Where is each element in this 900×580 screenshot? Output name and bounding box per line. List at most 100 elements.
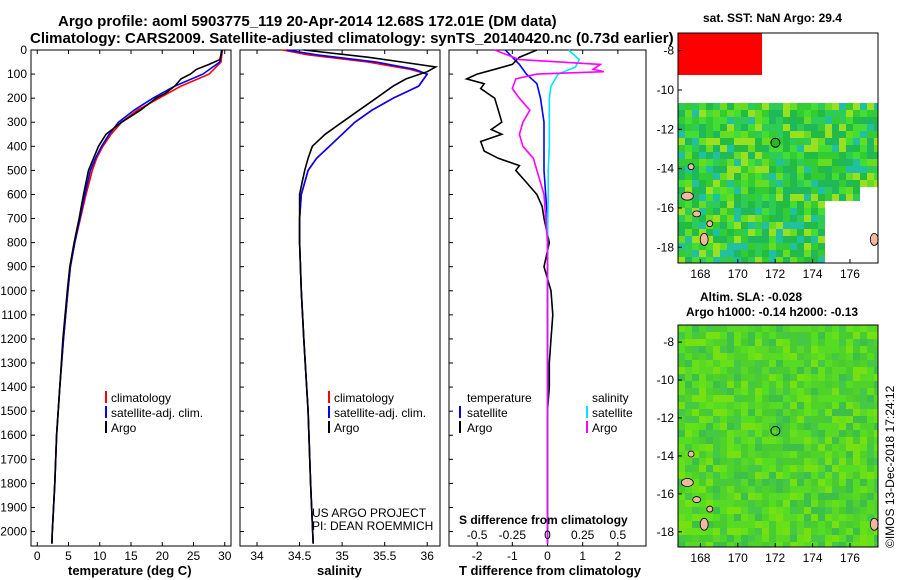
- map-cell: [790, 521, 797, 528]
- map-cell: [790, 75, 797, 82]
- legend-argo: Argo: [334, 421, 360, 435]
- map-cell: [853, 145, 860, 152]
- map-cell: [706, 208, 713, 215]
- map-cell: [720, 201, 727, 208]
- map-cell: [783, 465, 790, 472]
- map-cell: [867, 194, 874, 201]
- map-cell: [853, 388, 860, 395]
- map-cell: [811, 138, 818, 145]
- map-cell: [839, 458, 846, 465]
- map-cell: [853, 187, 860, 194]
- map-cell: [699, 61, 706, 68]
- map-cell: [790, 507, 797, 514]
- map-cell: [874, 187, 878, 194]
- map-cell: [832, 381, 839, 388]
- map-cell: [860, 173, 867, 180]
- map-cell: [741, 542, 748, 547]
- map-cell: [706, 479, 713, 486]
- map-cell: [832, 75, 839, 82]
- map-cell: [846, 465, 853, 472]
- map-cell: [783, 222, 790, 229]
- map-cell: [713, 409, 720, 416]
- map-cell: [853, 243, 860, 250]
- map-cell: [790, 514, 797, 521]
- map-cell: [776, 96, 783, 103]
- map-cell: [678, 166, 685, 173]
- map-cell: [720, 236, 727, 243]
- map-cell: [699, 388, 706, 395]
- map-cell: [790, 339, 797, 346]
- map-cell: [699, 124, 706, 131]
- map-cell: [804, 381, 811, 388]
- map-cell: [818, 388, 825, 395]
- map-cell: [797, 194, 804, 201]
- s-diff-tick-label: 0.25: [571, 528, 595, 542]
- map-cell: [769, 479, 776, 486]
- map-cell: [769, 61, 776, 68]
- map-cell: [769, 173, 776, 180]
- map-cell: [713, 472, 720, 479]
- map-cell: [685, 542, 692, 547]
- map-cell: [839, 110, 846, 117]
- map-cell: [783, 451, 790, 458]
- map-cell: [818, 521, 825, 528]
- map-cell: [839, 215, 846, 222]
- map-cell: [832, 374, 839, 381]
- map-cell: [790, 360, 797, 367]
- map-cell: [762, 250, 769, 257]
- map-cell: [678, 423, 685, 430]
- map-cell: [846, 236, 853, 243]
- map-cell: [825, 117, 832, 124]
- difference-xlabel: T difference from climatology: [459, 563, 642, 578]
- map-cell: [776, 110, 783, 117]
- map-cell: [818, 166, 825, 173]
- map-cell: [867, 507, 874, 514]
- map-cell: [825, 124, 832, 131]
- map-cell: [741, 229, 748, 236]
- map-cell: [762, 542, 769, 547]
- map-cell: [685, 535, 692, 542]
- map-cell: [839, 152, 846, 159]
- map-cell: [706, 381, 713, 388]
- map-cell: [678, 250, 685, 257]
- map-cell: [804, 479, 811, 486]
- map-cell: [804, 339, 811, 346]
- map-cell: [825, 353, 832, 360]
- map-cell: [727, 514, 734, 521]
- map-cell: [706, 339, 713, 346]
- depth-tick-label: 100: [7, 67, 27, 81]
- map-cell: [748, 486, 755, 493]
- map-cell: [748, 472, 755, 479]
- depth-tick-label: 800: [7, 236, 27, 250]
- map-cell: [720, 187, 727, 194]
- map-cell: [804, 507, 811, 514]
- map-cell: [678, 75, 685, 82]
- map-cell: [720, 444, 727, 451]
- map-cell: [734, 395, 741, 402]
- map-cell: [832, 542, 839, 547]
- map-cell: [678, 61, 685, 68]
- map-cell: [706, 236, 713, 243]
- map-cell: [741, 208, 748, 215]
- map-cell: [839, 479, 846, 486]
- map-cell: [853, 409, 860, 416]
- map-cell: [867, 472, 874, 479]
- map-cell: [832, 152, 839, 159]
- map-cell: [755, 430, 762, 437]
- map-cell: [769, 493, 776, 500]
- map-cell: [797, 166, 804, 173]
- map-cell: [860, 40, 867, 47]
- map-cell: [874, 89, 878, 96]
- map-cell: [860, 215, 867, 222]
- map-cell: [818, 507, 825, 514]
- map-cell: [783, 346, 790, 353]
- map-cell: [832, 54, 839, 61]
- map-cell: [706, 159, 713, 166]
- map-cell: [755, 236, 762, 243]
- legend-t-argo: Argo: [467, 421, 493, 435]
- map-cell: [762, 54, 769, 61]
- map-cell: [818, 82, 825, 89]
- map-cell: [790, 535, 797, 542]
- map-cell: [804, 500, 811, 507]
- map-cell: [818, 514, 825, 521]
